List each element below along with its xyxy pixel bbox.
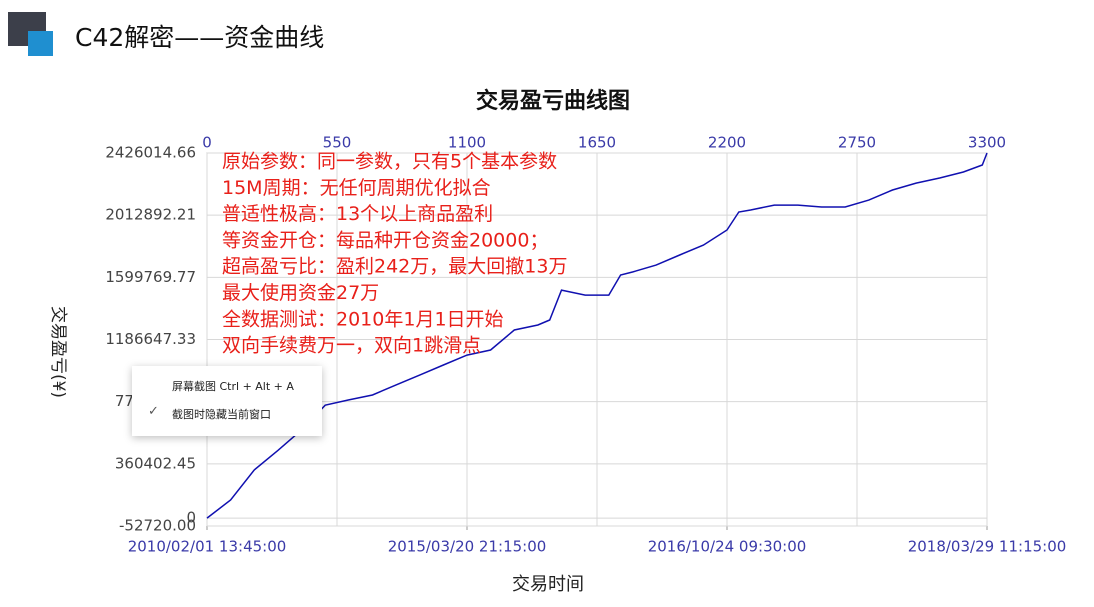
x-date-label: 2016/10/24 09:30:00	[648, 538, 807, 556]
x-tick-label: 2200	[708, 134, 746, 152]
x-date-label: 2010/02/01 13:45:00	[128, 538, 287, 556]
menu-item[interactable]: 屏幕截图 Ctrl + Alt + A	[172, 380, 294, 393]
slide-title: C42解密——资金曲线	[75, 23, 324, 52]
logo-blue	[28, 31, 53, 56]
x-tick-label: 0	[202, 134, 212, 152]
menu-item[interactable]: 截图时隐藏当前窗口	[172, 408, 271, 421]
annotation: 最大使用资金27万	[222, 282, 379, 304]
context-menu: 屏幕截图 Ctrl + Alt + A ✓ 截图时隐藏当前窗口	[132, 366, 322, 436]
annotation: 普适性极高：13个以上商品盈利	[222, 203, 493, 225]
chart-title: 交易盈亏曲线图	[476, 88, 630, 114]
annotation: 等资金开仓：每品种开仓资金20000；	[222, 229, 548, 251]
annotation: 全数据测试：2010年1月1日开始	[222, 308, 504, 330]
y-tick-label: 0	[186, 509, 196, 527]
y-tick-label: 360402.45	[115, 454, 196, 472]
x-tick-label: 550	[323, 134, 352, 152]
y-tick-label: 2012892.21	[105, 206, 196, 224]
annotation: 原始参数：同一参数，只有5个基本参数	[222, 151, 557, 173]
y-axis-title: 交易盈亏(¥)	[48, 306, 68, 398]
y-tick-label: 1186647.33	[105, 330, 196, 348]
x-date-label: 2015/03/20 21:15:00	[388, 538, 547, 556]
x-tick-label: 1650	[578, 134, 616, 152]
y-tick-label: 1599769.77	[105, 268, 196, 286]
y-tick-label: -52720.00	[119, 517, 196, 535]
x-tick-label: 2750	[838, 134, 876, 152]
annotation: 超高盈亏比：盈利242万，最大回撤13万	[222, 256, 567, 278]
x-date-label: 2018/03/29 11:15:00	[908, 538, 1067, 556]
annotation: 双向手续费万一，双向1跳滑点	[222, 335, 481, 357]
check-icon: ✓	[148, 404, 159, 419]
x-tick-label: 3300	[968, 134, 1006, 152]
equity-line	[206, 152, 988, 519]
x-tick-label: 1100	[448, 134, 486, 152]
annotation: 15M周期：无任何周期优化拟合	[222, 177, 491, 199]
x-axis-title: 交易时间	[512, 574, 584, 595]
y-tick-label: 2426014.66	[105, 144, 196, 162]
